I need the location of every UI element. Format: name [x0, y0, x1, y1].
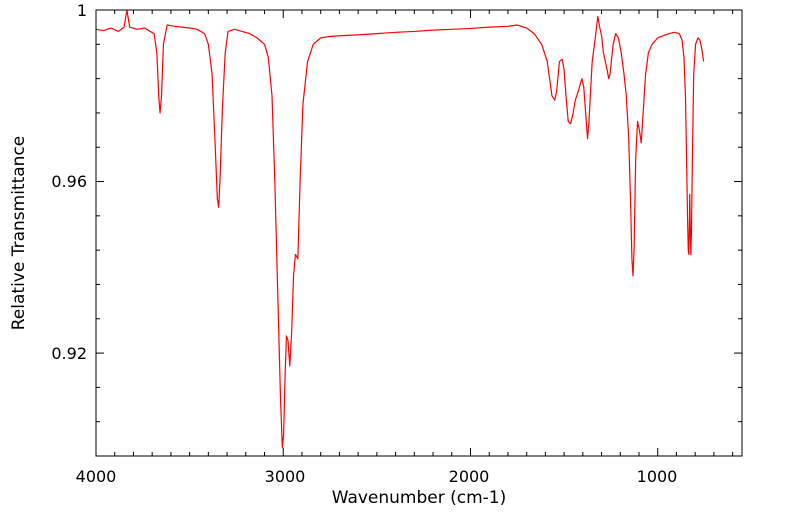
plot-frame	[95, 9, 743, 457]
x-tick-label-2: 3000	[265, 467, 306, 486]
x-tick-label-4: 1000	[637, 467, 678, 486]
y-tick-label-3: 0.92	[51, 344, 87, 363]
y-axis-label: Relative Transmittance	[9, 136, 29, 331]
y-tick-label-1: 1	[77, 1, 87, 20]
y-tick-labels: 1 0.96 0.92	[51, 1, 87, 363]
x-axis-label: Wavenumber (cm-1)	[332, 488, 507, 508]
x-tick-labels: 4000 3000 2000 1000	[76, 467, 678, 486]
y-tick-label-2: 0.96	[51, 172, 87, 191]
x-tick-label-3: 2000	[449, 467, 490, 486]
spectrum-line-1	[96, 10, 705, 449]
x-tick-label-1: 4000	[76, 467, 117, 486]
